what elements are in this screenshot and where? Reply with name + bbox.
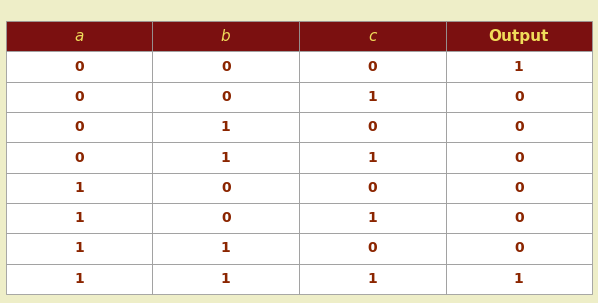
- Text: 0: 0: [367, 241, 377, 255]
- Bar: [6, 173, 152, 203]
- Bar: [6, 52, 152, 82]
- Bar: [152, 203, 299, 233]
- Bar: [446, 173, 592, 203]
- Text: 0: 0: [74, 60, 84, 74]
- Text: 1: 1: [367, 211, 377, 225]
- Bar: [299, 142, 446, 173]
- Bar: [152, 142, 299, 173]
- Text: 0: 0: [74, 90, 84, 104]
- Text: 1: 1: [74, 272, 84, 286]
- Bar: [6, 21, 152, 52]
- Bar: [6, 264, 152, 294]
- Bar: [299, 52, 446, 82]
- Text: 1: 1: [221, 120, 231, 134]
- Text: 0: 0: [221, 60, 231, 74]
- Text: 0: 0: [221, 90, 231, 104]
- Bar: [299, 173, 446, 203]
- Text: 1: 1: [514, 60, 524, 74]
- Bar: [299, 264, 446, 294]
- Text: 1: 1: [74, 241, 84, 255]
- Text: 0: 0: [514, 90, 524, 104]
- Bar: [152, 173, 299, 203]
- Bar: [6, 233, 152, 264]
- Text: 1: 1: [221, 272, 231, 286]
- Text: Output: Output: [489, 29, 549, 44]
- Text: a: a: [75, 29, 84, 44]
- Bar: [299, 82, 446, 112]
- Text: 0: 0: [514, 151, 524, 165]
- Bar: [446, 112, 592, 142]
- Text: 0: 0: [367, 120, 377, 134]
- Bar: [299, 21, 446, 52]
- Text: 1: 1: [221, 241, 231, 255]
- Text: 0: 0: [74, 151, 84, 165]
- Bar: [446, 52, 592, 82]
- Text: 0: 0: [221, 181, 231, 195]
- Text: c: c: [368, 29, 377, 44]
- Text: 0: 0: [514, 211, 524, 225]
- Bar: [152, 112, 299, 142]
- Bar: [152, 264, 299, 294]
- Bar: [152, 82, 299, 112]
- Bar: [446, 264, 592, 294]
- Bar: [6, 112, 152, 142]
- Bar: [446, 21, 592, 52]
- Bar: [152, 233, 299, 264]
- Text: 1: 1: [74, 181, 84, 195]
- Bar: [6, 142, 152, 173]
- Text: 1: 1: [367, 151, 377, 165]
- Text: 0: 0: [514, 241, 524, 255]
- Text: b: b: [221, 29, 231, 44]
- Bar: [152, 21, 299, 52]
- Bar: [299, 233, 446, 264]
- Bar: [6, 203, 152, 233]
- Bar: [299, 203, 446, 233]
- Text: 1: 1: [514, 272, 524, 286]
- Text: 0: 0: [514, 181, 524, 195]
- Text: 1: 1: [74, 211, 84, 225]
- Bar: [446, 233, 592, 264]
- Text: 1: 1: [367, 272, 377, 286]
- Text: 0: 0: [221, 211, 231, 225]
- Bar: [446, 142, 592, 173]
- Bar: [446, 82, 592, 112]
- Text: 1: 1: [367, 90, 377, 104]
- Text: 0: 0: [74, 120, 84, 134]
- Text: 0: 0: [367, 181, 377, 195]
- Text: 0: 0: [514, 120, 524, 134]
- Bar: [152, 52, 299, 82]
- Bar: [6, 82, 152, 112]
- Bar: [299, 112, 446, 142]
- Bar: [446, 203, 592, 233]
- Text: 0: 0: [367, 60, 377, 74]
- Text: 1: 1: [221, 151, 231, 165]
